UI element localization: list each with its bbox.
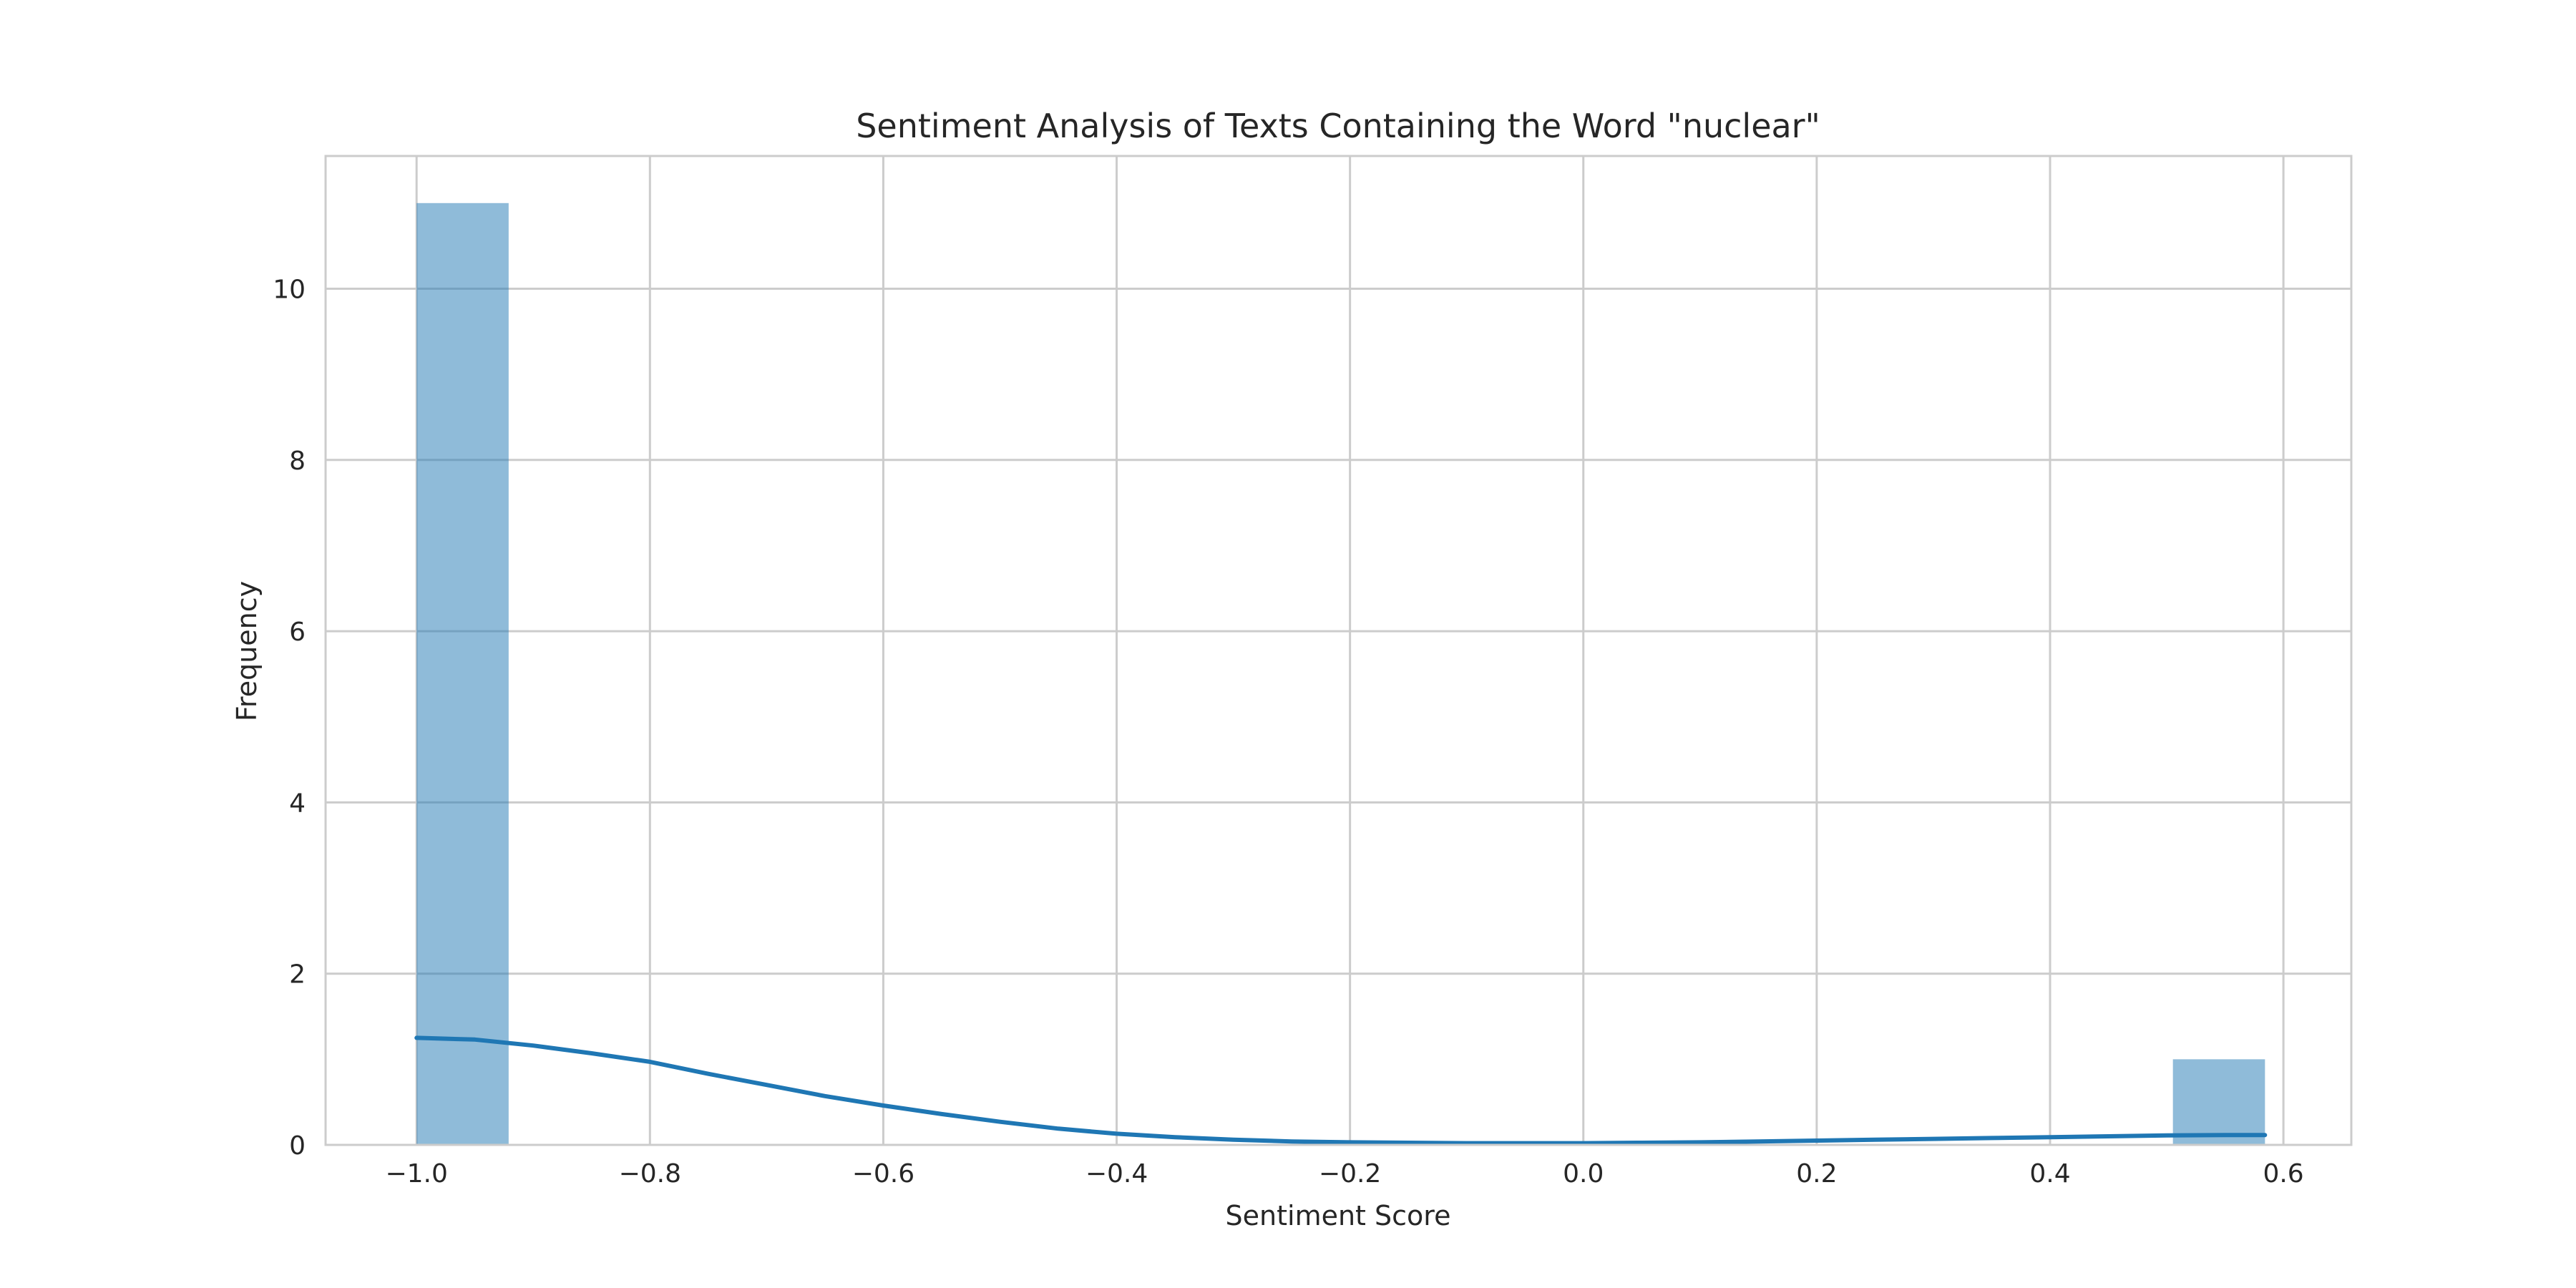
x-tick-label: 0.0 xyxy=(1563,1159,1604,1189)
histogram-bars xyxy=(416,203,2265,1145)
x-tick-label: 0.4 xyxy=(2029,1159,2070,1189)
x-tick-label: −0.8 xyxy=(619,1159,681,1189)
y-tick-label: 8 xyxy=(289,447,306,476)
x-tick-label: 0.6 xyxy=(2263,1159,2303,1189)
x-axis-label: Sentiment Score xyxy=(1226,1200,1451,1231)
x-tick-label: −0.4 xyxy=(1085,1159,1148,1189)
kde-line xyxy=(414,1035,2268,1146)
histogram-bar xyxy=(2172,1059,2265,1145)
x-tick-label: −1.0 xyxy=(385,1159,447,1189)
kde-curve-group xyxy=(414,1035,2268,1146)
y-tick-label: 2 xyxy=(289,960,306,990)
x-tick-label: 0.2 xyxy=(1796,1159,1837,1189)
x-tick-label: −0.6 xyxy=(852,1159,914,1189)
x-tick-labels: −1.0 −0.8 −0.6 −0.4 −0.2 0.0 0.2 0.4 0.6 xyxy=(385,1159,2303,1189)
histogram-bar xyxy=(416,203,509,1145)
chart-title: Sentiment Analysis of Texts Containing t… xyxy=(856,107,1820,145)
plot-frame xyxy=(324,155,2353,1146)
y-tick-labels: 0 2 4 6 8 10 xyxy=(273,275,306,1161)
y-tick-label: 0 xyxy=(289,1131,306,1161)
y-tick-label: 6 xyxy=(289,618,306,647)
y-tick-label: 10 xyxy=(273,275,306,304)
y-tick-label: 4 xyxy=(289,789,306,818)
y-axis-label: Frequency xyxy=(231,581,263,721)
x-tick-label: −0.2 xyxy=(1319,1159,1381,1189)
